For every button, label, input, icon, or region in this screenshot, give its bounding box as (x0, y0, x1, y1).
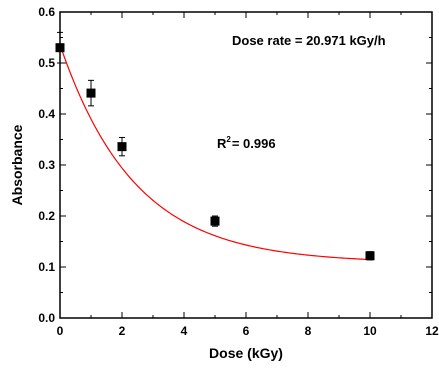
plot-frame (59, 11, 433, 319)
axis-ticks: 0 2 4 6 8 10 12 0.0 0.1 0.2 0.3 0.4 0.5 0.6 (38, 5, 439, 338)
y-tick-label-0.2: 0.2 (38, 209, 55, 223)
fit-curve (59, 44, 371, 261)
y-tick-label-0.1: 0.1 (38, 260, 55, 274)
x-tick-label-12: 12 (425, 324, 439, 338)
dose-rate-annotation: Dose rate = 20.971 kGy/h (232, 33, 386, 48)
data-point-2 (117, 142, 127, 152)
x-tick-label-4: 4 (181, 324, 188, 338)
x-tick-label-2: 2 (119, 324, 126, 338)
y-tick-label-0.0: 0.0 (38, 311, 55, 325)
data-point-1 (86, 88, 96, 98)
y-tick-label-0.3: 0.3 (38, 158, 55, 172)
data-point-3 (210, 216, 220, 226)
x-axis-label: Dose (kGy) (209, 345, 283, 361)
x-tick-label-10: 10 (363, 324, 377, 338)
x-tick-label-6: 6 (243, 324, 250, 338)
r-squared-annotation: R2= 0.996 (217, 135, 276, 151)
y-tick-label-0.6: 0.6 (38, 5, 55, 19)
data-points-group (55, 31, 375, 261)
fit-curve-group (59, 44, 371, 261)
r-squared-value: = 0.996 (232, 136, 276, 151)
r-squared-symbol: R (217, 136, 227, 151)
y-axis-label: Absorbance (9, 124, 25, 205)
x-tick-label-0: 0 (57, 324, 64, 338)
y-tick-label-0.5: 0.5 (38, 56, 55, 70)
x-tick-label-8: 8 (305, 324, 312, 338)
data-point-4 (365, 251, 375, 261)
r-squared-superscript: 2 (226, 135, 231, 144)
y-tick-label-0.4: 0.4 (38, 107, 55, 121)
